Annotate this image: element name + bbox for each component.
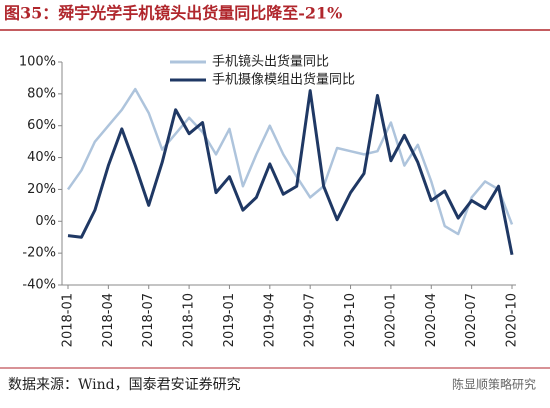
watermark: 陈显顺策略研究 [452,377,536,392]
series-line [67,89,514,256]
x-tick-label: 2019-10 [343,293,358,347]
x-tick-label: 2018-04 [101,293,116,347]
x-tick-label: 2020-01 [383,293,398,347]
y-tick-label: -20% [22,246,56,261]
y-tick-label: 0% [35,214,56,229]
y-tick-label: 20% [27,182,56,197]
series-line [66,87,514,236]
x-tick-label: 2019-07 [303,293,318,347]
y-tick-label: 40% [27,150,56,165]
y-tick-label: 80% [27,86,56,101]
x-tick-label: 2018-10 [182,293,197,347]
y-tick-label: 100% [19,55,56,70]
chart-title: 图35：舜宇光学手机镜头出货量同比降至-21% [4,4,342,23]
x-tick-label: 2020-07 [464,293,479,347]
x-tick-label: 2019-01 [222,293,237,347]
y-tick-label: -40% [22,278,56,293]
x-tick-label: 2019-04 [262,293,277,347]
x-tick-label: 2018-07 [141,293,156,347]
y-tick-label: 60% [27,118,56,133]
legend-label: 手机镜头出货量同比 [212,54,329,70]
x-tick-label: 2020-10 [505,293,520,347]
x-tick-label: 2018-01 [61,293,76,347]
source: 数据来源：Wind，国泰君安证券研究 [8,377,241,393]
legend-label: 手机摄像模组出货量同比 [212,72,355,88]
x-tick-label: 2020-04 [424,293,439,347]
